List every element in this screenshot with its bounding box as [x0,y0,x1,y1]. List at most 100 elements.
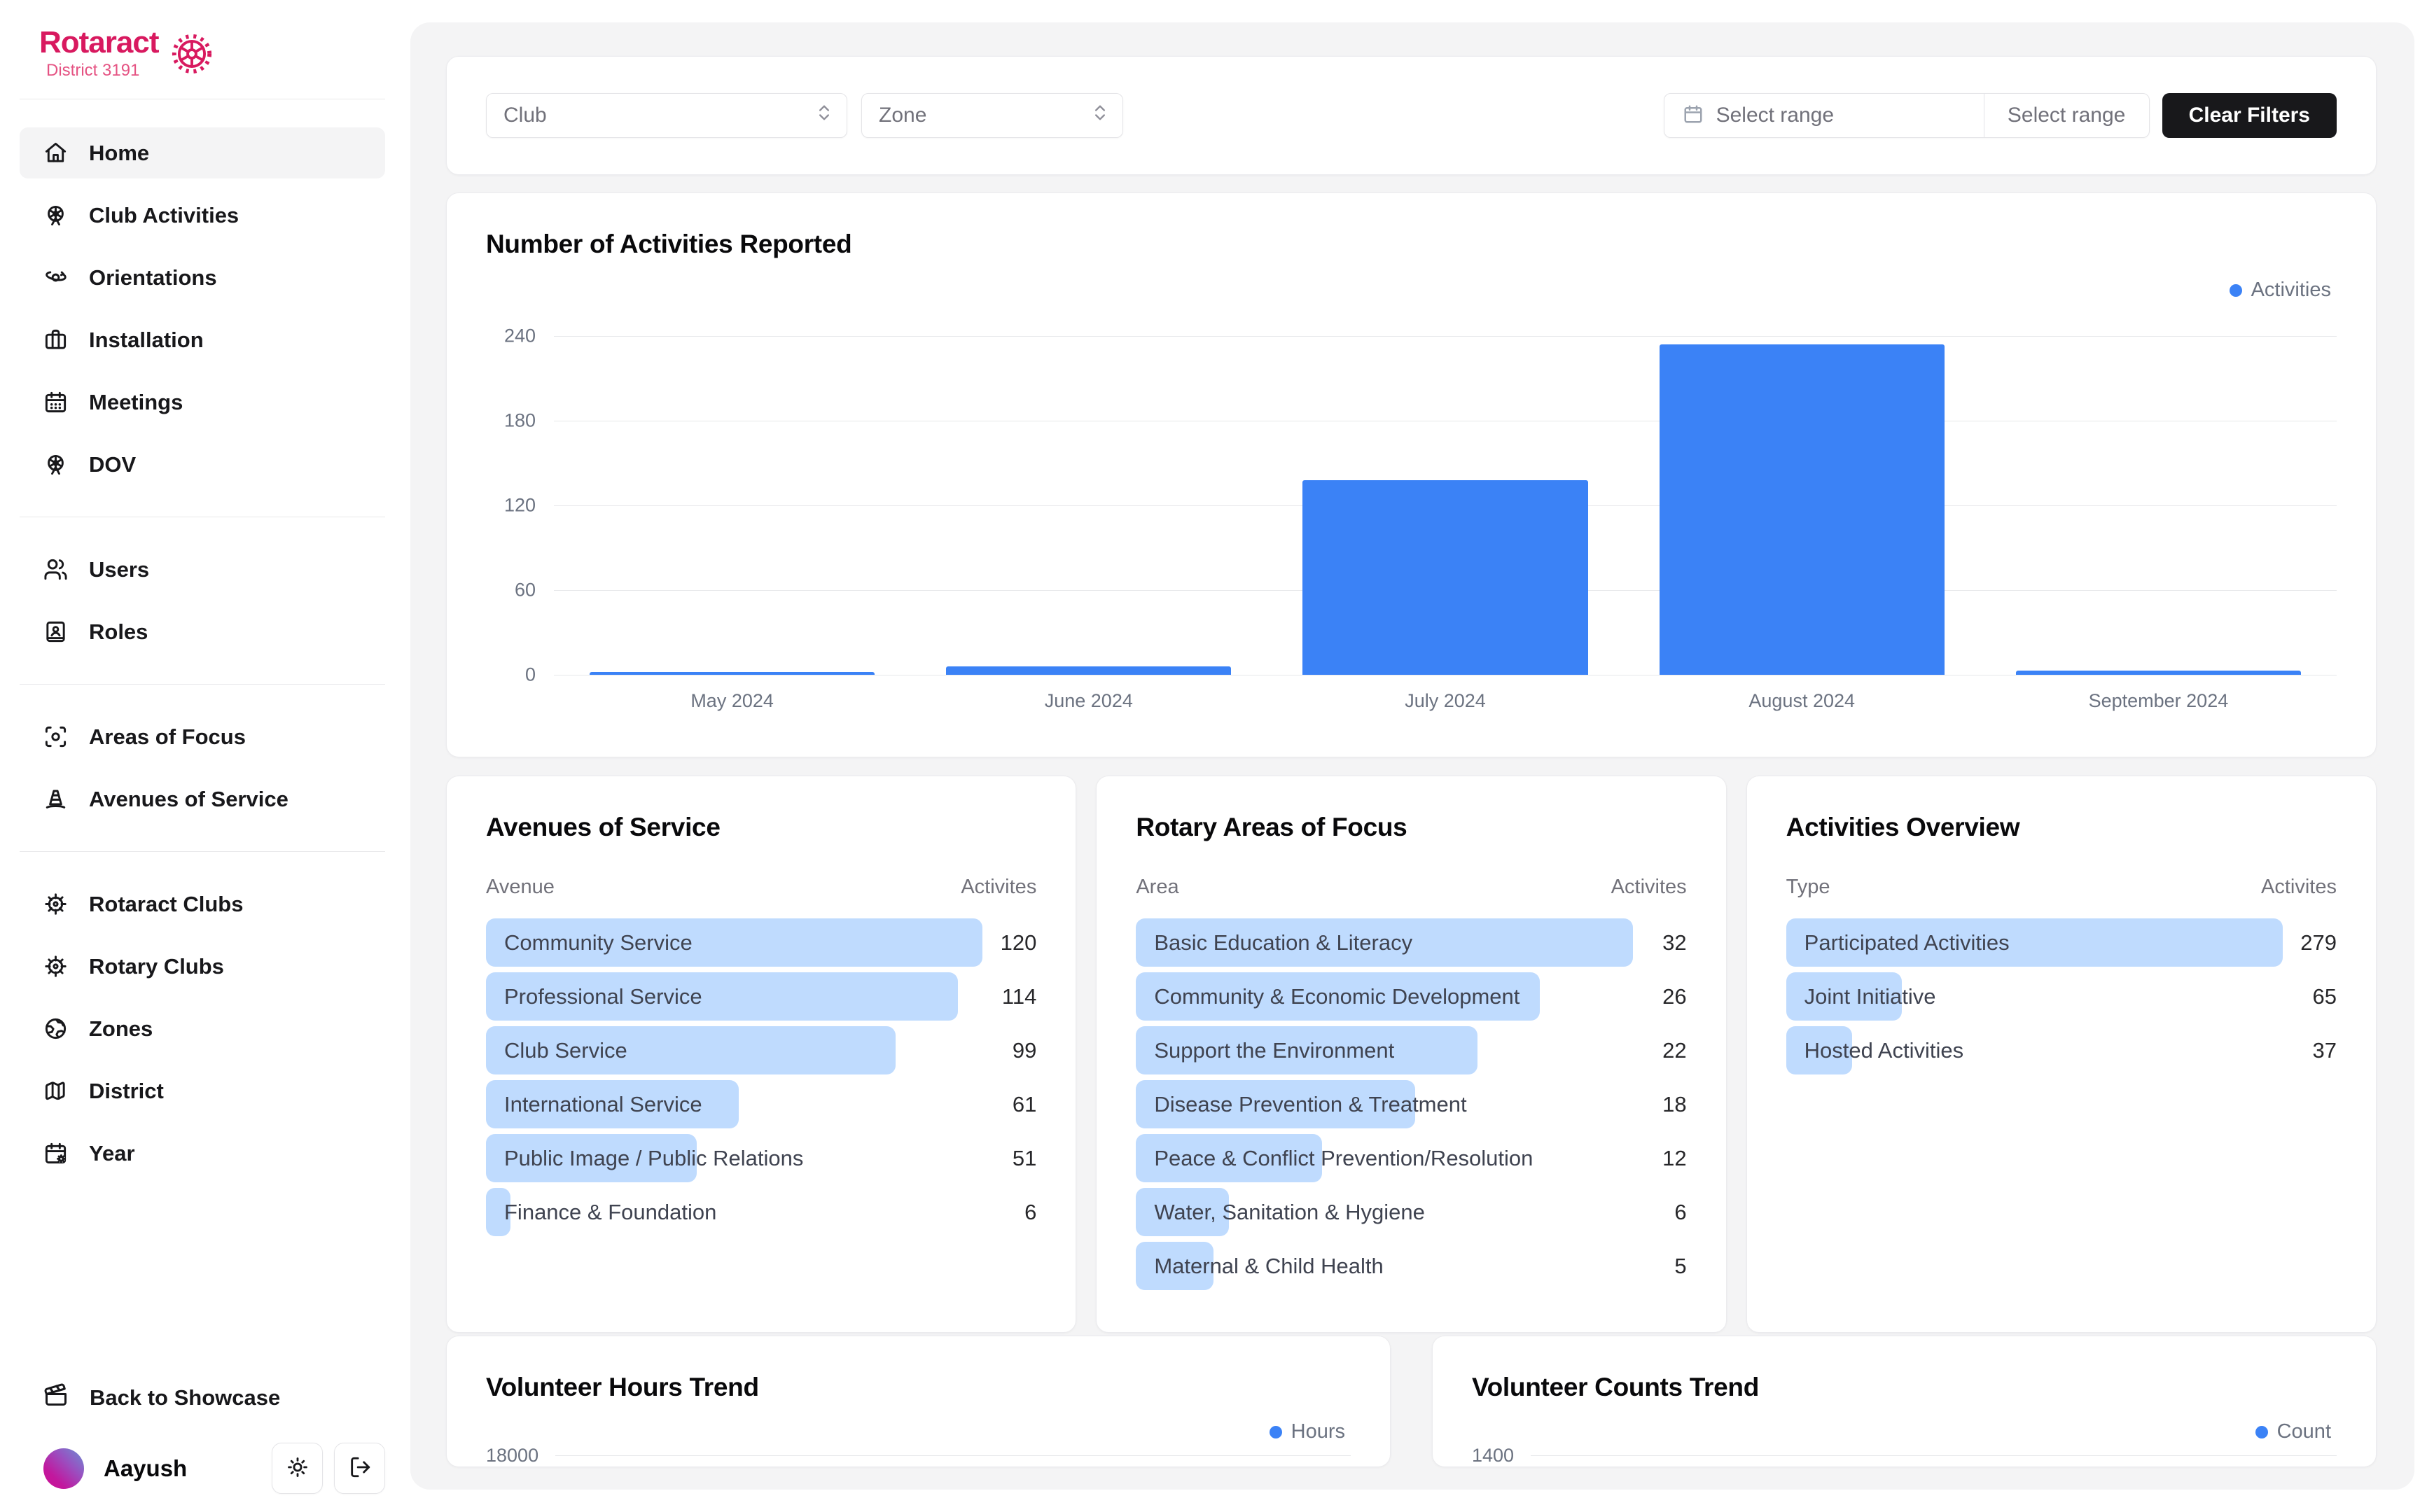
sidebar: Rotaract District 3191 Home Club Activiti… [0,0,405,1512]
row-label: Hosted Activities [1804,1037,1964,1063]
sidebar-item-rotary-clubs[interactable]: Rotary Clubs [20,941,385,992]
row-bar [1136,1134,1323,1182]
bar-slot [1624,336,1980,675]
sidebar-item-label: District [89,1078,164,1103]
main-content: Club Zone [410,22,2414,1490]
footer-buttons [272,1443,385,1494]
avatar[interactable] [43,1448,84,1489]
sidebar-item-year[interactable]: Year [20,1128,385,1179]
sidebar-item-home[interactable]: Home [20,127,385,179]
row-bar [1136,1080,1416,1128]
x-tick-label: September 2024 [2088,690,2229,711]
briefcase-icon [43,328,68,352]
row-bar [1136,1026,1477,1074]
logout-button[interactable] [334,1443,385,1494]
sidebar-item-dov[interactable]: DOV [20,439,385,490]
table-row: Support the Environment 22 [1136,1026,1687,1074]
y-tick-label: 180 [503,410,536,431]
club-select[interactable]: Club [486,93,847,138]
row-bar [1786,972,1902,1021]
row-label: Professional Service [504,983,702,1009]
calendar-icon [43,390,68,414]
x-tick-label: July 2024 [1405,690,1486,711]
user-name: Aayush [104,1455,188,1481]
row-value: 12 [1662,1145,1687,1170]
home-icon [43,141,68,165]
column-header: Area [1136,876,1179,898]
stat-cards-row: Avenues of Service Avenue Activites Comm… [446,776,2377,1333]
row-label: Peace & Conflict Prevention/Resolution [1154,1145,1534,1170]
sidebar-nav: Home Club Activities Orientations Installat… [20,127,385,1190]
column-header: Avenue [486,876,555,898]
sidebar-item-installation[interactable]: Installation [20,314,385,365]
back-to-showcase-label: Back to Showcase [90,1385,281,1410]
earth-icon [43,1016,68,1041]
filter-right: Select range Select range Clear Filters [1663,93,2337,138]
sidebar-item-club-activities[interactable]: Club Activities [20,190,385,241]
theme-toggle-button[interactable] [272,1443,323,1494]
sidebar-item-areas-of-focus[interactable]: Areas of Focus [20,711,385,762]
table-row: Peace & Conflict Prevention/Resolution 12 [1136,1134,1687,1182]
sidebar-item-orientations[interactable]: Orientations [20,252,385,303]
bar-slot [1980,336,2337,675]
sidebar-item-label: Orientations [89,265,217,290]
zone-select-value: Zone [879,104,927,127]
user-row: Aayush [20,1443,385,1494]
sidebar-item-label: Areas of Focus [89,724,246,749]
back-to-showcase-button[interactable]: Back to Showcase [20,1372,385,1423]
row-label: Participated Activities [1804,930,2010,955]
zone-select[interactable]: Zone [861,93,1123,138]
row-bar [1136,972,1540,1021]
count-legend: Count [2255,1420,2331,1443]
sidebar-item-zones[interactable]: Zones [20,1003,385,1054]
row-label: Joint Initiative [1804,983,1936,1009]
x-tick-label: June 2024 [1044,690,1133,711]
date-range-end[interactable]: Select range [1984,94,2149,137]
trend-axis: 18000 [486,1445,1351,1466]
row-bar [486,972,958,1021]
bars-series-activities [554,336,2337,675]
sidebar-item-users[interactable]: Users [20,544,385,595]
y-tick-label: 60 [514,579,536,601]
y-tick-label: 0 [524,664,536,685]
sidebar-item-meetings[interactable]: Meetings [20,377,385,428]
row-value: 37 [2312,1037,2337,1063]
y-tick-label: 18000 [486,1445,539,1466]
sidebar-item-avenues-of-service[interactable]: Avenues of Service [20,774,385,825]
table-row: Club Service 99 [486,1026,1036,1074]
row-bar [1786,918,2283,967]
activities-legend: Activities [2229,279,2331,302]
row-bar [1136,1242,1214,1290]
main-wrap: Club Zone [405,0,2420,1512]
orbit-icon [43,265,68,290]
sidebar-item-label: Rotary Clubs [89,953,224,979]
hours-legend: Hours [1269,1420,1345,1443]
activities-plot: 0 60 120 180 240 [504,326,2337,685]
date-range-start[interactable]: Select range [1664,94,1984,137]
row-value: 279 [2300,930,2337,955]
row-label: Finance & Foundation [504,1199,717,1224]
table-row: Basic Education & Literacy 32 [1136,918,1687,967]
gridline [1531,1455,2337,1456]
brand-name: Rotaract [39,25,159,59]
row-bar [486,1026,896,1074]
bar-slot [910,336,1267,675]
row-value: 65 [2312,983,2337,1009]
table-header: Type Activites [1786,876,2337,899]
table-header: Area Activites [1136,876,1686,899]
trend-title: Volunteer Counts Trend [1472,1373,1760,1401]
table-header: Avenue Activites [486,876,1036,899]
row-bar [486,1080,739,1128]
sidebar-item-rotaract-clubs[interactable]: Rotaract Clubs [20,878,385,930]
bar-slot [554,336,910,675]
book-user-icon [43,620,68,644]
sidebar-item-roles[interactable]: Roles [20,606,385,657]
sidebar-item-district[interactable]: District [20,1065,385,1116]
activities-chart-title: Number of Activities Reported [486,230,852,258]
row-label: International Service [504,1091,702,1116]
clear-filters-button[interactable]: Clear Filters [2162,93,2337,138]
date-range-end-placeholder: Select range [2007,104,2126,127]
row-bar [1136,1188,1230,1236]
table-row: Finance & Foundation 6 [486,1188,1036,1236]
row-label: Club Service [504,1037,627,1063]
